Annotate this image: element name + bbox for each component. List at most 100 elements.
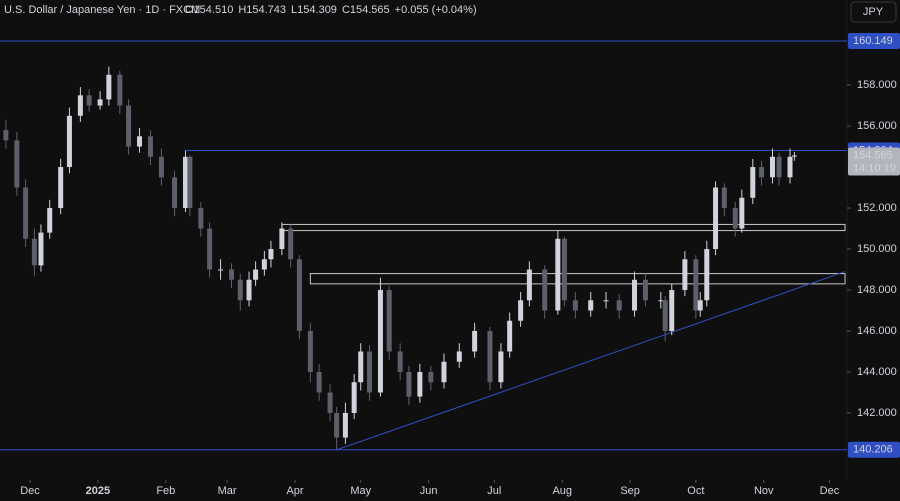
candle-body bbox=[246, 279, 252, 301]
ohlc-value: +0.055 (+0.04%) bbox=[395, 4, 477, 16]
candle-body bbox=[732, 208, 738, 229]
y-tick-label: 144.000 bbox=[857, 366, 897, 378]
last-price-label: 154.565 bbox=[853, 149, 893, 161]
ohlc-value: H154.743 bbox=[238, 4, 286, 16]
currency-button[interactable] bbox=[850, 1, 897, 23]
candle-body bbox=[417, 371, 423, 397]
candle-body bbox=[31, 238, 37, 266]
y-tick-label: 142.000 bbox=[857, 407, 897, 419]
y-tick-label: 146.000 bbox=[857, 325, 897, 337]
candle-body bbox=[658, 300, 664, 302]
candle-body bbox=[572, 300, 578, 311]
candle-body bbox=[158, 156, 164, 178]
candle-body bbox=[603, 300, 609, 302]
candle-body bbox=[397, 351, 403, 372]
candle-body bbox=[377, 290, 383, 393]
ohlc-header: O154.510 H154.743 L154.309 C154.565 +0.055 (… bbox=[185, 4, 477, 16]
candle-body bbox=[253, 269, 259, 280]
candle-body bbox=[316, 371, 322, 393]
candle-body bbox=[662, 300, 668, 331]
candle-body bbox=[588, 300, 594, 311]
x-tick-label: Mar bbox=[218, 485, 237, 497]
candle-body bbox=[218, 269, 224, 271]
candle-body bbox=[147, 136, 153, 157]
candle-body bbox=[721, 187, 727, 209]
candle-body bbox=[66, 115, 72, 168]
candle-body bbox=[58, 167, 64, 209]
candle-body bbox=[77, 95, 83, 116]
candle-body bbox=[97, 99, 103, 106]
y-tick-label: 148.000 bbox=[857, 284, 897, 296]
candle-body bbox=[106, 74, 112, 100]
candle-body bbox=[183, 156, 189, 209]
candle-body bbox=[268, 249, 274, 260]
candle-body bbox=[351, 382, 357, 413]
candle-body bbox=[697, 300, 703, 311]
candle-body bbox=[642, 279, 648, 301]
candle-body bbox=[704, 249, 710, 301]
candle-body bbox=[487, 330, 493, 383]
candle-body bbox=[616, 300, 622, 311]
candle-body bbox=[632, 279, 638, 311]
candle-body bbox=[187, 156, 193, 209]
y-tick-label: 150.000 bbox=[857, 243, 897, 255]
x-tick-label: Aug bbox=[552, 485, 572, 497]
candle-body bbox=[198, 208, 204, 229]
candle-body bbox=[47, 208, 53, 233]
candle-body bbox=[14, 140, 20, 188]
candle-body bbox=[366, 351, 372, 393]
candle-body bbox=[750, 167, 756, 198]
x-tick-label: Dec bbox=[820, 485, 840, 497]
candle-body bbox=[561, 238, 567, 301]
level-badge bbox=[848, 33, 900, 50]
ohlc-value: O154.510 bbox=[185, 4, 233, 16]
level-label: 160.149 bbox=[853, 35, 893, 47]
level-badge bbox=[848, 441, 900, 458]
candle-body bbox=[358, 351, 364, 383]
candle-body bbox=[456, 351, 462, 362]
candle-body bbox=[327, 392, 333, 413]
candle-body bbox=[776, 156, 782, 178]
y-tick-label: 158.000 bbox=[857, 79, 897, 91]
candle-body bbox=[117, 74, 123, 106]
x-tick-label: Jun bbox=[420, 485, 438, 497]
candle-body bbox=[23, 187, 29, 239]
candle-body bbox=[207, 228, 213, 270]
x-tick-label: Oct bbox=[687, 485, 704, 497]
y-tick-label: 152.000 bbox=[857, 202, 897, 214]
candle-body bbox=[555, 238, 561, 311]
candle-body bbox=[126, 105, 132, 147]
candle-body bbox=[669, 290, 675, 331]
currency-label[interactable]: JPY bbox=[863, 6, 884, 18]
candle-body bbox=[693, 259, 699, 311]
candle-body bbox=[787, 156, 793, 178]
y-tick-label: 156.000 bbox=[857, 120, 897, 132]
candle-body bbox=[38, 232, 44, 266]
x-tick-label: 2025 bbox=[86, 485, 110, 497]
candle-body bbox=[441, 361, 447, 383]
candle-body bbox=[3, 130, 9, 141]
candle-body bbox=[172, 177, 178, 209]
zone bbox=[309, 273, 846, 285]
ohlc-value: C154.565 bbox=[342, 4, 390, 16]
x-tick-label: Feb bbox=[156, 485, 175, 497]
candle-body bbox=[261, 259, 267, 270]
last-price-badge bbox=[848, 147, 900, 176]
candle-body bbox=[526, 269, 532, 301]
candle-body bbox=[288, 228, 294, 260]
candle-body bbox=[428, 371, 434, 383]
ohlc-value: L154.309 bbox=[291, 4, 337, 16]
candle-body bbox=[713, 187, 719, 250]
candle-body bbox=[237, 279, 243, 301]
candle-body bbox=[498, 351, 504, 383]
trendline bbox=[336, 271, 846, 451]
candle-body bbox=[739, 197, 745, 229]
candle-body bbox=[386, 290, 392, 352]
candle-body bbox=[406, 371, 412, 397]
candle-body bbox=[342, 412, 348, 438]
chart-title: U.S. Dollar / Japanese Yen · 1D · FXCM bbox=[4, 4, 200, 16]
x-tick-label: Jul bbox=[487, 485, 501, 497]
x-tick-label: May bbox=[350, 485, 371, 497]
